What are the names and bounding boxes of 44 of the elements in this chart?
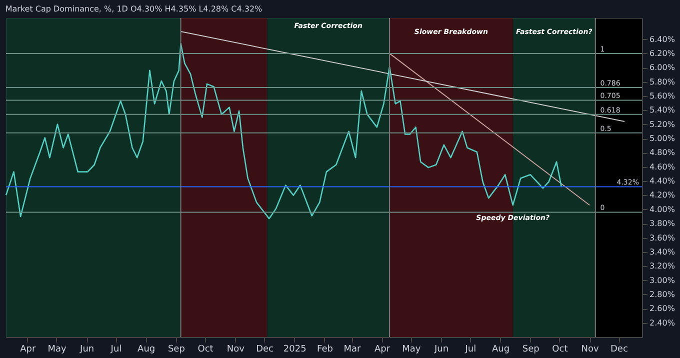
y-tick-label: 3.40%: [650, 247, 676, 256]
y-tick-label: 5.60%: [650, 91, 676, 100]
x-tick-label: Aug: [138, 344, 156, 354]
line-series: [5, 42, 562, 220]
y-tick-label: 5.20%: [650, 120, 676, 129]
x-tick-label: Dec: [256, 344, 274, 354]
y-tick-label: 6.40%: [650, 34, 676, 44]
x-tick-label: Oct: [198, 344, 214, 354]
y-tick-label: 4.20%: [650, 190, 676, 200]
x-tick-label: Aug: [492, 344, 510, 354]
y-tick-label: 5.80%: [650, 77, 676, 86]
y-tick-label: 4.40%: [650, 176, 676, 186]
y-tick-label: 5.00%: [650, 134, 676, 144]
y-tick-label: 2.60%: [650, 304, 676, 314]
x-tick-label: Jul: [110, 344, 122, 354]
y-tick-label: 3.00%: [650, 276, 676, 285]
y-tick-label: 4.00%: [650, 204, 676, 214]
y-tick-label: 6.20%: [650, 48, 676, 58]
y-tick-label: 2.40%: [650, 318, 676, 328]
x-tick-label: Feb: [317, 344, 334, 354]
x-tick-label: Jul: [464, 344, 476, 354]
y-tick-label: 3.60%: [650, 233, 676, 242]
y-tick-label: 3.80%: [650, 219, 676, 228]
x-tick-label: May: [48, 344, 67, 354]
x-tick-label: Apr: [374, 344, 390, 354]
x-tick-label: Apr: [20, 344, 36, 354]
y-tick-label: 4.80%: [650, 148, 676, 158]
x-tick-label: Sep: [168, 344, 186, 354]
x-tick-label: 2025: [283, 344, 306, 354]
y-tick-label: 6.00%: [650, 63, 676, 72]
x-tick-label: Nov: [226, 344, 246, 354]
x-tick-label: Mar: [344, 344, 361, 354]
y-tick-label: 3.20%: [650, 262, 676, 271]
x-tick-label: May: [402, 344, 422, 354]
x-tick-label: Jun: [79, 344, 94, 354]
x-tick-label: Jun: [433, 344, 449, 354]
x-tick-label: Oct: [552, 344, 568, 354]
y-tick-label: 2.80%: [650, 290, 676, 299]
x-tick-label: Nov: [581, 344, 600, 354]
chart-title: Market Cap Dominance, %, 1D O4.30% H4.35% L4.28% C4.32%: [5, 4, 263, 14]
y-tick-label: 5.40%: [650, 106, 676, 115]
y-tick-label: 4.60%: [650, 162, 676, 172]
x-tick-label: Sep: [522, 344, 540, 354]
x-tick-label: Dec: [610, 344, 628, 354]
